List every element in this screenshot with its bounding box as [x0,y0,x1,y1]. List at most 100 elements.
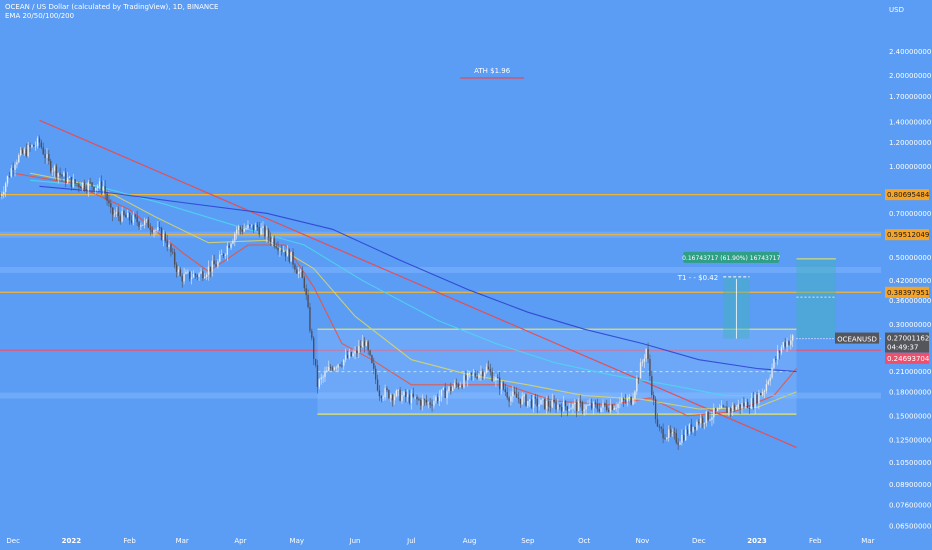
candle-body [50,160,52,172]
candle-body [307,295,309,308]
candle-body [288,249,290,262]
candle-body [542,398,544,400]
candle-body [359,345,362,348]
candle-body [299,270,302,272]
candle-body [361,341,364,348]
indicator-legend[interactable]: EMA 20/50/100/200 [5,12,75,20]
projection-box [796,258,836,338]
candle-body [305,288,307,296]
candle-body [365,341,368,346]
candle-body [745,401,747,407]
x-tick-label: Sep [521,537,535,545]
candle-body [592,402,595,409]
candle-body [637,378,640,380]
candle-body [247,224,249,229]
candle-body [733,405,736,410]
pink-price-badge [885,352,929,364]
candle-body [643,358,646,362]
candle-body [48,154,50,161]
candle-body [380,396,383,399]
candle-body [219,254,221,262]
candle-body [324,372,326,377]
candle-body [440,389,443,397]
axis-unit-label: USD [889,6,904,14]
candle-body [718,408,721,410]
candle-body [444,387,446,399]
candle-body [600,407,602,412]
candle-body [170,244,172,252]
candle-body [421,399,424,406]
candle-body [472,373,475,375]
candle-body [630,396,632,405]
candle-body [547,401,550,407]
candle-body [175,264,178,273]
candle-body [737,404,739,407]
candle-body [579,400,582,403]
candle-body [331,368,334,370]
candle-body [669,429,672,434]
candle-body [46,154,48,159]
candle-body [681,434,683,443]
candle-body [645,348,647,359]
candle-body [513,391,516,394]
candle-body [476,376,478,379]
candle-body [31,145,33,147]
level-price-badge-0 [885,189,929,201]
candle-body [692,426,694,432]
candle-body [374,368,377,380]
candle-body [29,145,31,147]
candle-body [38,138,41,143]
horizontal-levels [0,194,881,351]
candle-body [226,245,228,255]
candle-body [220,254,223,255]
candle-body [40,142,43,148]
candle-body [502,382,505,390]
candle-body [95,187,97,191]
price-axis: USD 2.40000000 2.00000000 1.70000000 1.40000… [885,6,931,530]
candle-body [525,394,527,406]
candle-body [512,391,514,397]
candle-body [570,408,572,410]
candle-body [716,408,719,411]
candle-body [480,371,482,375]
y-tick-label: 0.70000000 [889,210,931,218]
candle-body [108,200,110,204]
candle-body [198,273,200,277]
candle-body [519,398,522,405]
candle-body [632,398,634,405]
candle-body [668,429,670,438]
candle-body [254,224,257,231]
candle-body [628,396,630,399]
candle-body [418,399,420,401]
candle-body [125,215,127,218]
candle-body [773,358,775,368]
candle-body [771,367,773,378]
candle-body [4,183,7,192]
candle-body [534,397,537,399]
candle-body [301,270,304,278]
candle-body [653,395,655,400]
candle-body [202,271,204,279]
candle-body [14,164,16,170]
candle-body [467,373,469,380]
candle-body [790,340,792,345]
downtrend-line [39,119,797,448]
candle-body [136,216,138,223]
candle-body [87,181,89,191]
candle-body [792,335,794,341]
candle-body [720,405,723,409]
candle-body [619,402,621,404]
candle-body [142,224,144,226]
candle-body [59,173,61,175]
y-tick-label: 1.40000000 [889,119,931,127]
candle-body [292,251,294,265]
candle-body [703,422,706,424]
x-tick-label: Mar [176,537,189,545]
candle-body [27,145,29,157]
projection-area [723,258,836,339]
candle-body [696,421,698,430]
candle-body [436,396,439,402]
candle-body [549,406,552,408]
candle-body [617,403,619,408]
